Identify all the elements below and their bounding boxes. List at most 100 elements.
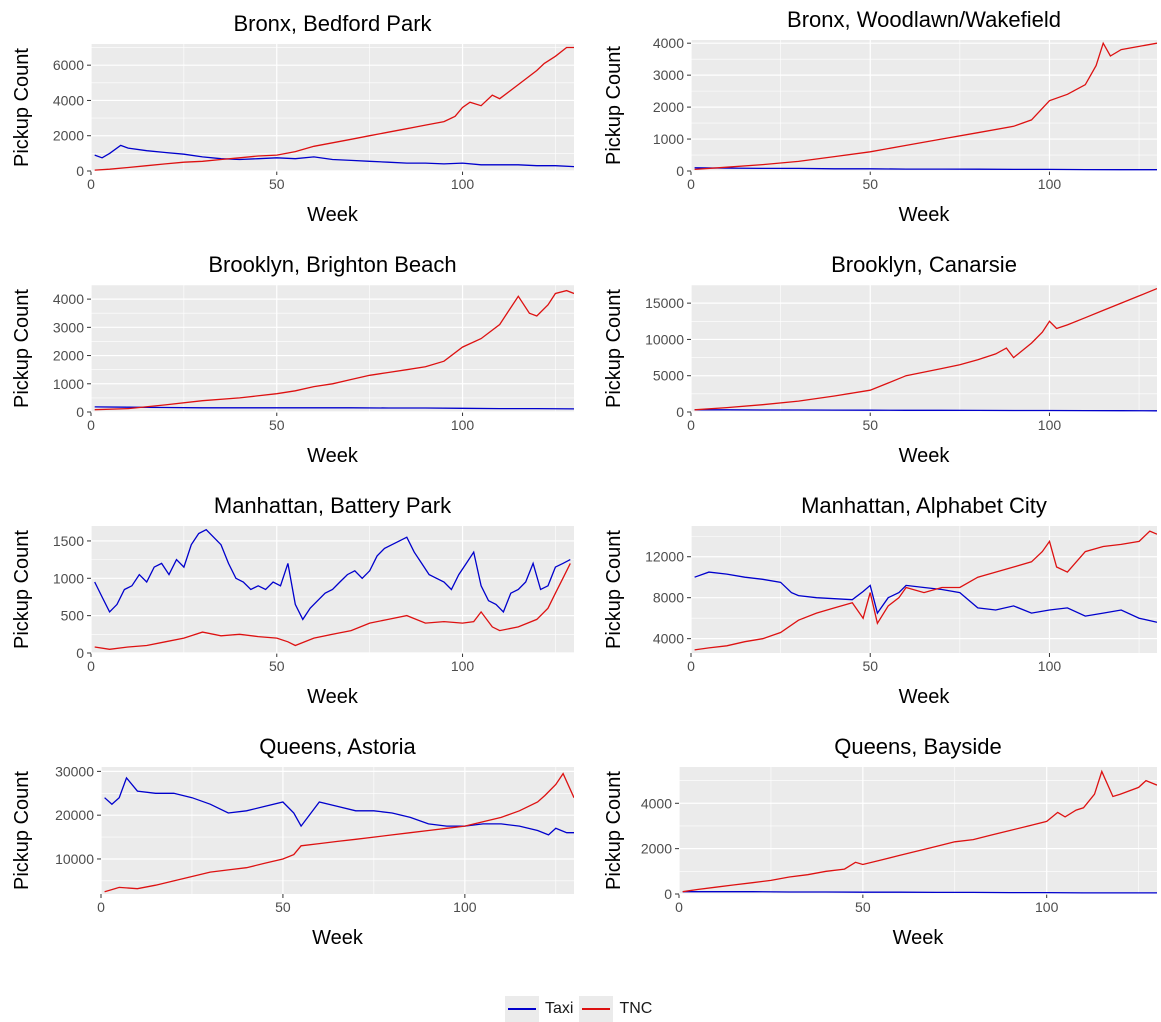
panel-1-ytick-label: 2000	[53, 128, 84, 144]
legend-label-taxi: Taxi	[545, 1000, 574, 1017]
panel-7-series-tnc	[104, 772, 574, 893]
panel-7-ytick-label: 30000	[55, 763, 94, 779]
panel-8-background	[679, 767, 1157, 894]
panel-6-series-tnc	[694, 530, 1157, 651]
panel-3-xtick-label: 50	[269, 417, 285, 433]
panel-5-xtick-label: 0	[87, 658, 95, 674]
panel-2-xaxis-label: Week	[899, 204, 951, 226]
panel-8-series-taxi	[682, 891, 1157, 894]
panel-6-ytick-label: 12000	[645, 549, 684, 565]
panel-1-title: Bronx, Bedford Park	[233, 11, 432, 36]
panel-6-ytick-label: 4000	[653, 631, 684, 647]
panel-2-ytick-label: 4000	[653, 35, 684, 51]
panel-3-title: Brooklyn, Brighton Beach	[208, 252, 456, 277]
panel-3-ytick-label: 3000	[53, 319, 84, 335]
panel-1-yaxis-label: Pickup Count	[11, 48, 33, 167]
panel-4-ytick-label: 15000	[645, 295, 684, 311]
panel-5-xaxis-label: Week	[307, 686, 359, 708]
panel-2-xtick-label: 50	[862, 176, 878, 192]
panel-2-ytick-label: 1000	[653, 131, 684, 147]
panel-2-background	[691, 40, 1157, 171]
panel-6-yaxis-label: Pickup Count	[603, 530, 625, 649]
panel-5-xtick-label: 100	[451, 658, 475, 674]
legend-item-tnc: TNC	[579, 996, 652, 1022]
panel-8-ytick-label: 2000	[641, 841, 672, 857]
panel-3-ytick-label: 0	[76, 404, 84, 420]
legend-label-tnc: TNC	[619, 1000, 653, 1017]
panel-5-ytick-label: 1500	[53, 533, 84, 549]
panel-4-ytick-label: 10000	[645, 331, 684, 347]
panel-7-series-taxi	[104, 776, 574, 836]
panel-2-title: Bronx, Woodlawn/Wakefield	[787, 7, 1061, 32]
panel-7-background	[101, 767, 574, 894]
panel-5-series-tnc	[94, 563, 571, 650]
panel-6-xtick-label: 100	[1038, 658, 1062, 674]
panel-7-title: Queens, Astoria	[259, 734, 416, 759]
panel-4-ytick-label: 0	[676, 404, 684, 420]
panel-3-xtick-label: 0	[87, 417, 95, 433]
panel-2-yaxis-label: Pickup Count	[603, 46, 625, 165]
panel-3-ytick-label: 4000	[53, 291, 84, 307]
panel-6-background	[691, 526, 1157, 653]
panel-3-yaxis-label: Pickup Count	[11, 289, 33, 408]
panel-8-ytick-label: 0	[664, 886, 672, 902]
panel-3-xtick-label: 100	[451, 417, 475, 433]
panel-1-series-taxi	[94, 144, 574, 168]
panel-1-ytick-label: 6000	[53, 57, 84, 73]
panel-1-ytick-label: 0	[76, 163, 84, 179]
panel-5-xtick-label: 50	[269, 658, 285, 674]
panel-4-xtick-label: 100	[1038, 417, 1062, 433]
panel-4-xtick-label: 0	[687, 417, 695, 433]
panel-7-yaxis-label: Pickup Count	[11, 771, 33, 890]
panel-3-background	[91, 285, 574, 412]
panel-4-xaxis-label: Week	[899, 445, 951, 467]
panel-5-series-taxi	[94, 528, 571, 621]
panel-4-series-tnc	[694, 287, 1157, 411]
panel-1-xtick-label: 0	[87, 176, 95, 192]
panel-5-ytick-label: 1000	[53, 570, 84, 586]
legend: Taxi TNC	[505, 996, 658, 1022]
legend-key-tnc	[579, 996, 614, 1022]
panel-6-xtick-label: 50	[862, 658, 878, 674]
panel-8-title: Queens, Bayside	[834, 734, 1002, 759]
legend-key-taxi	[505, 996, 539, 1022]
panel-2-ytick-label: 2000	[653, 99, 684, 115]
panel-4-ytick-label: 5000	[653, 368, 684, 384]
panel-2-xtick-label: 0	[687, 176, 695, 192]
panel-4-series-taxi	[694, 409, 1157, 412]
panel-8-xtick-label: 0	[675, 899, 683, 915]
panel-6-series-taxi	[694, 571, 1157, 623]
panel-8-xtick-label: 100	[1035, 899, 1059, 915]
panel-4-background	[691, 285, 1157, 412]
panel-1-series-tnc	[94, 46, 574, 171]
panel-5-title: Manhattan, Battery Park	[214, 493, 452, 518]
panel-3-ytick-label: 2000	[53, 348, 84, 364]
panel-3-series-taxi	[94, 406, 574, 410]
panel-4-yaxis-label: Pickup Count	[603, 289, 625, 408]
panel-8-xtick-label: 50	[855, 899, 871, 915]
panel-5-ytick-label: 500	[61, 608, 85, 624]
panel-2-ytick-label: 0	[676, 163, 684, 179]
panel-6-title: Manhattan, Alphabet City	[801, 493, 1047, 518]
panel-4-xtick-label: 50	[862, 417, 878, 433]
panel-2-series-tnc	[694, 41, 1157, 171]
panel-1-xtick-label: 100	[451, 176, 475, 192]
panel-1-xaxis-label: Week	[307, 204, 359, 226]
panel-8-xaxis-label: Week	[893, 927, 945, 949]
panel-7-ytick-label: 10000	[55, 851, 94, 867]
panel-8-ytick-label: 4000	[641, 795, 672, 811]
panel-3-xaxis-label: Week	[307, 445, 359, 467]
panel-7-ytick-label: 20000	[55, 807, 94, 823]
panel-3-ytick-label: 1000	[53, 376, 84, 392]
panel-6-xaxis-label: Week	[899, 686, 951, 708]
panel-7-xtick-label: 100	[453, 899, 477, 915]
panel-6-xtick-label: 0	[687, 658, 695, 674]
panel-7-xaxis-label: Week	[312, 927, 364, 949]
panel-8-series-tnc	[682, 769, 1157, 893]
panel-2-xtick-label: 100	[1038, 176, 1062, 192]
panel-2-series-taxi	[694, 167, 1157, 171]
panel-1-xtick-label: 50	[269, 176, 285, 192]
panel-3-series-tnc	[94, 289, 574, 411]
panel-2-ytick-label: 3000	[653, 67, 684, 83]
